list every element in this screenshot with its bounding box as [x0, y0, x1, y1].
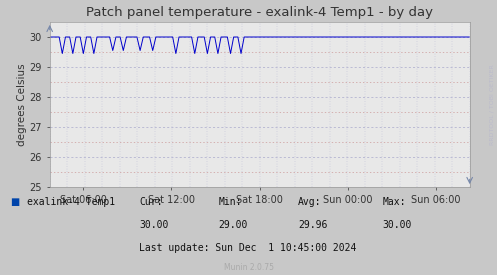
Text: 30.00: 30.00 [383, 220, 412, 230]
Text: Min:: Min: [219, 197, 242, 207]
Text: 30.00: 30.00 [139, 220, 168, 230]
Y-axis label: degrees Celsius: degrees Celsius [17, 63, 27, 146]
Text: ■: ■ [10, 197, 19, 207]
Text: Cur:: Cur: [139, 197, 163, 207]
Title: Patch panel temperature - exalink-4 Temp1 - by day: Patch panel temperature - exalink-4 Temp… [86, 6, 433, 20]
Text: RRDTOOL / TOBI OETIKER: RRDTOOL / TOBI OETIKER [490, 64, 495, 145]
Text: Munin 2.0.75: Munin 2.0.75 [224, 263, 273, 272]
Text: exalink-4 Temp1: exalink-4 Temp1 [27, 197, 115, 207]
Text: 29.96: 29.96 [298, 220, 328, 230]
Text: Max:: Max: [383, 197, 406, 207]
Text: Last update: Sun Dec  1 10:45:00 2024: Last update: Sun Dec 1 10:45:00 2024 [139, 243, 356, 253]
Text: 29.00: 29.00 [219, 220, 248, 230]
Text: Avg:: Avg: [298, 197, 322, 207]
